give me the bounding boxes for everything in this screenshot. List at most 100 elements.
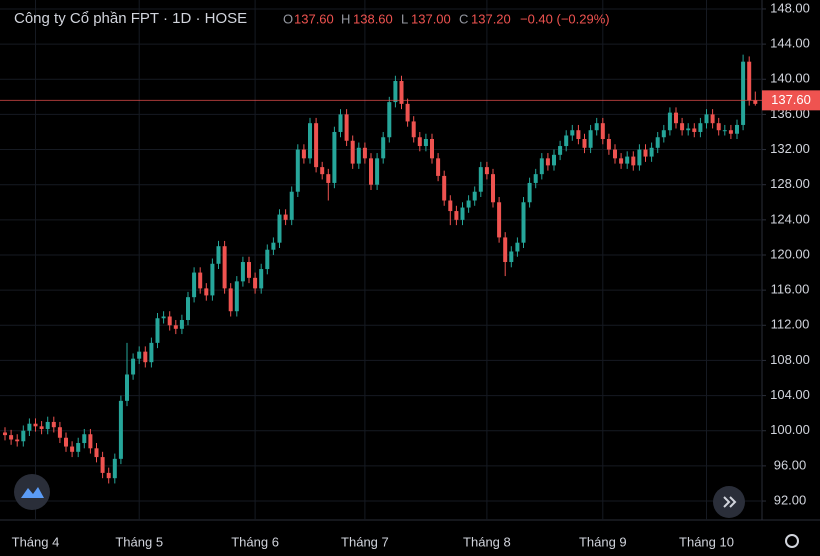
candle-body: [588, 130, 593, 148]
candle-body: [619, 158, 624, 164]
candle-body: [667, 112, 672, 131]
logo-button[interactable]: [14, 474, 50, 510]
candle-body: [643, 149, 648, 157]
candle-body: [326, 174, 331, 183]
ohlc-change: −0.40 (−0.29%): [520, 11, 610, 26]
ohlc-low-label: L: [401, 11, 408, 26]
candle-body: [234, 281, 239, 312]
candle-body: [143, 351, 148, 363]
candle-body: [70, 446, 75, 452]
candle-body: [289, 191, 294, 220]
candle-body: [21, 430, 26, 442]
legend-header: Công ty Cổ phần FPT · 1D · HOSE O 137.60 H…: [14, 10, 610, 27]
y-tick-label: 120.00: [770, 246, 810, 261]
candle-body: [39, 426, 44, 429]
candle-body: [454, 211, 459, 220]
candle-body: [228, 288, 233, 312]
candle-body: [82, 434, 87, 444]
candle-body: [94, 448, 99, 458]
candle-body: [533, 174, 538, 183]
candle-body: [539, 158, 544, 175]
candle-body: [155, 318, 160, 343]
candle-body: [161, 316, 166, 319]
y-tick-label: 92.00: [774, 492, 807, 507]
candle-body: [655, 137, 660, 148]
candle-body: [503, 237, 508, 263]
candle-body: [521, 202, 526, 243]
candle-body: [112, 458, 117, 479]
y-tick-label: 140.00: [770, 71, 810, 86]
ohlc-close-label: C: [459, 11, 468, 26]
candle-body: [3, 432, 7, 436]
candle-body: [674, 112, 678, 124]
candle-body: [332, 131, 337, 183]
candle-body: [253, 277, 258, 289]
candle-body: [179, 320, 184, 329]
candle-body: [57, 427, 62, 438]
y-tick-label: 132.00: [770, 141, 810, 156]
candle-body: [362, 147, 367, 159]
candle-body: [594, 123, 599, 131]
candle-body: [271, 242, 276, 250]
candle-body: [747, 61, 752, 101]
y-tick-label: 148.00: [770, 0, 810, 15]
ohlc-high: 138.60: [353, 11, 393, 26]
candle-body: [631, 156, 636, 166]
candle-body: [606, 139, 611, 150]
candle-body: [716, 123, 721, 131]
candle-body: [460, 207, 465, 220]
candle-body: [369, 158, 373, 185]
candle-body: [649, 147, 654, 157]
candle-body: [582, 139, 587, 148]
candle-body: [222, 246, 227, 289]
candle-body: [45, 421, 50, 429]
candle-body: [173, 325, 178, 329]
logo-icon: [21, 487, 44, 498]
candle-body: [88, 434, 93, 449]
candle-body: [308, 123, 312, 159]
candle-body: [64, 437, 68, 447]
candle-body: [570, 130, 575, 136]
candle-body: [204, 288, 209, 296]
candle-body: [27, 423, 32, 431]
candle-body: [33, 423, 38, 427]
ohlc-open: 137.60: [294, 11, 334, 26]
candle-body: [186, 297, 190, 321]
x-tick-label: Tháng 10: [679, 534, 734, 549]
candle-body: [491, 174, 495, 203]
candle-body: [301, 149, 306, 159]
scroll-icon: [723, 496, 737, 508]
candle-body: [704, 114, 709, 124]
candle-body: [15, 439, 20, 442]
candle-body: [448, 200, 453, 212]
candle-body: [265, 249, 270, 270]
candle-body: [680, 123, 685, 131]
candle-body: [381, 137, 386, 159]
candle-body: [600, 123, 605, 140]
candle-body: [344, 114, 349, 141]
candle-body: [472, 191, 477, 201]
candle-body: [277, 214, 282, 243]
ohlc-open-label: O: [283, 11, 293, 26]
candle-body: [692, 128, 697, 132]
candle-body: [686, 128, 691, 131]
price-label: 137.60: [771, 92, 811, 107]
ohlc-close: 137.20: [471, 11, 511, 26]
candle-body: [137, 351, 142, 359]
candle-body: [509, 251, 514, 263]
candle-body: [125, 374, 129, 401]
candle-body: [735, 124, 739, 134]
candle-body: [210, 263, 215, 296]
candle-body: [387, 102, 392, 138]
candle-body: [545, 158, 550, 166]
x-tick-label: Tháng 8: [463, 534, 511, 549]
candle-body: [295, 149, 300, 192]
candle-body: [259, 269, 264, 289]
y-tick-label: 108.00: [770, 352, 810, 367]
ohlc-low: 137.00: [411, 11, 451, 26]
candle-body: [118, 400, 123, 459]
candle-body: [436, 158, 441, 176]
settings-button[interactable]: [785, 534, 799, 548]
